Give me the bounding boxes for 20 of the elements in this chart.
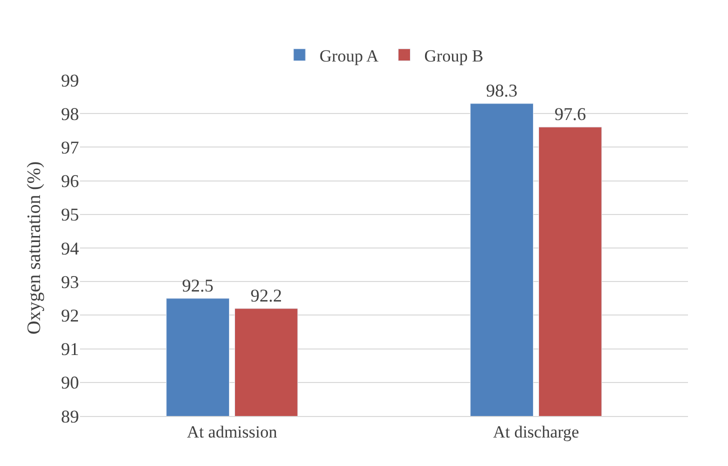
legend-label: Group B (424, 46, 484, 66)
y-axis-title: Oxygen saturation (%) (24, 161, 45, 335)
legend-label: Group A (320, 46, 380, 66)
data-label: 92.2 (250, 285, 282, 306)
y-tick-label: 91 (61, 339, 79, 360)
data-label: 98.3 (486, 80, 518, 101)
y-tick-label: 92 (61, 306, 79, 326)
data-label: 97.6 (554, 104, 586, 124)
x-tick-label: At admission (186, 422, 278, 442)
y-tick-label: 90 (61, 372, 79, 393)
y-tick-label: 89 (61, 406, 79, 426)
y-tick-label: 95 (61, 204, 79, 225)
data-label: 92.5 (182, 275, 214, 296)
y-tick-label: 98 (61, 104, 79, 124)
y-tick-label: 93 (61, 272, 79, 292)
y-tick-label: 99 (61, 70, 79, 90)
y-tick-label: 96 (61, 171, 79, 192)
y-tick-label: 97 (61, 138, 79, 158)
y-tick-label: 94 (61, 238, 79, 258)
x-tick-label: At discharge (492, 422, 580, 442)
